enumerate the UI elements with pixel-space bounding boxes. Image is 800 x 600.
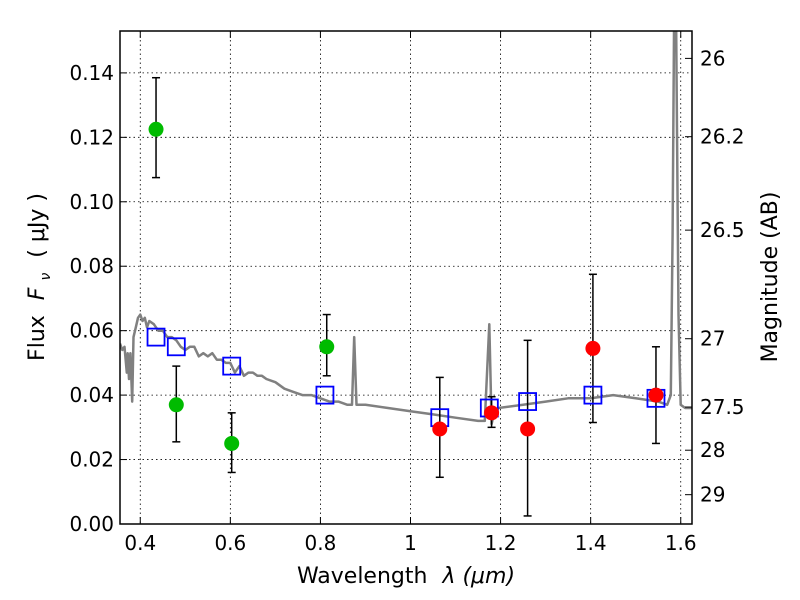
grid [120,31,692,525]
y2-tick-label: 26.5 [700,218,745,242]
y-tick-label: 0.10 [69,190,114,214]
x-tick-label: 0.4 [124,531,156,555]
green-data-point [319,339,335,355]
model-spectrum-line [120,31,692,426]
x-tick-label: 0.6 [214,531,246,555]
x-axis-label: Wavelength λ (μm) [297,564,515,589]
y-axis-label: Flux F ν ( μJy ) [25,193,56,361]
y-tick-label: 0.02 [69,448,114,472]
model-photometry-square [315,385,335,405]
x-tick-label: 0.8 [305,531,337,555]
red-data-point [648,387,664,403]
model-photometry-square [166,337,186,357]
green-data-point [168,397,184,413]
red-data-point [432,421,448,437]
y-tick-label: 0.04 [69,383,114,407]
model-photometry-square [222,356,242,376]
y-tick-label: 0.14 [69,61,114,85]
y2-axis-label: Magnitude (AB) [758,192,783,363]
plot-area [120,31,692,517]
ticks: 0.4 0.6 0.8 1 1.2 1.4 1.6 0.00 0.02 0.04 0.06 0.08 0… [69,31,745,555]
y2-tick-label: 28 [700,438,725,462]
x-tick-label: 1.4 [575,531,607,555]
red-data-point [484,405,500,421]
y2-tick-label: 27.5 [700,395,745,419]
y-tick-label: 0.06 [69,319,114,343]
red-data-point [520,421,536,437]
y-tick-label: 0.00 [69,512,114,536]
model-photometry-square [583,385,603,405]
model-photometry-square [518,392,538,411]
x-tick-label: 1.6 [665,531,697,555]
x-tick-label: 1.2 [485,531,517,555]
y2-tick-label: 26 [700,46,725,70]
x-tick-label: 1 [404,531,417,555]
y-tick-label: 0.12 [69,125,114,149]
y2-tick-label: 27 [700,327,725,351]
model-photometry-square [146,327,166,347]
green-data-point [224,435,240,451]
green-data-point [148,121,164,137]
y2-tick-label: 29 [700,483,725,507]
y2-tick-label: 26.2 [700,125,745,149]
red-data-point [585,340,601,356]
plot-frame [119,30,693,525]
y-tick-label: 0.08 [69,254,114,278]
